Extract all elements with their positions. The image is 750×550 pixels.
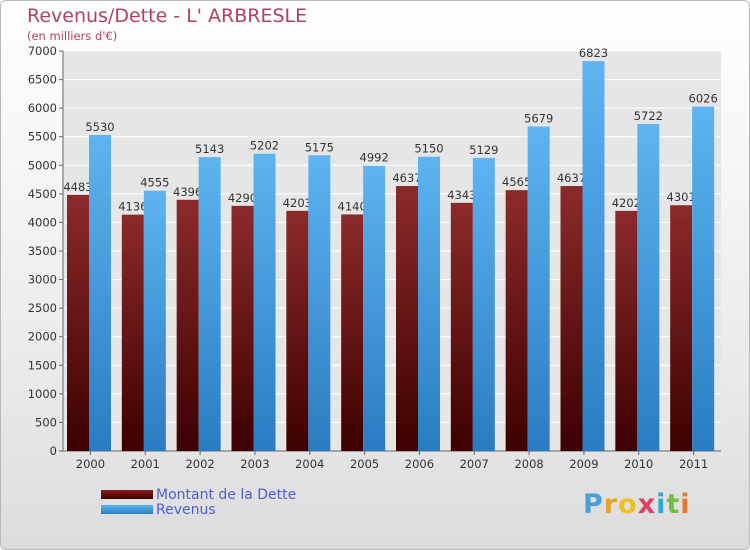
- legend: Montant de la Dette Revenus: [101, 486, 297, 518]
- data-label-revenus: 4992: [360, 151, 389, 165]
- bar-dette: [615, 210, 638, 451]
- bar-dette: [67, 194, 89, 452]
- bar-revenus: [637, 124, 660, 452]
- legend-label-dette: Montant de la Dette: [156, 486, 297, 503]
- x-tick-label: 2006: [405, 457, 434, 471]
- bar-revenus: [143, 190, 166, 451]
- bar-dette: [505, 190, 528, 451]
- chart-title: Revenus/Dette - L' ARBRESLE: [27, 5, 308, 27]
- data-label-dette: 4565: [502, 175, 531, 189]
- bar-revenus: [89, 135, 111, 451]
- logo-letter: i: [656, 489, 667, 520]
- y-tick-label: 6000: [28, 101, 57, 115]
- x-tick-label: 2010: [624, 457, 653, 471]
- x-tick-label: 2007: [460, 457, 489, 471]
- x-tick-label: 2008: [514, 457, 543, 471]
- data-label-dette: 4202: [612, 196, 641, 210]
- data-label-revenus: 6823: [579, 46, 608, 60]
- bar-dette: [231, 205, 254, 451]
- data-label-dette: 4290: [228, 191, 257, 205]
- bar-dette: [560, 186, 583, 451]
- data-label-revenus: 5143: [195, 142, 224, 156]
- proxiti-logo: Proxiti: [583, 489, 691, 520]
- bar-dette: [286, 210, 309, 451]
- bar-dette: [341, 214, 364, 451]
- data-label-dette: 4301: [667, 190, 696, 204]
- legend-label-revenus: Revenus: [156, 501, 216, 518]
- data-label-dette: 4637: [557, 171, 586, 185]
- bar-revenus: [308, 155, 331, 452]
- x-tick-label: 2002: [185, 457, 214, 471]
- data-label-dette: 4136: [118, 200, 147, 214]
- logo-letter: r: [603, 489, 619, 520]
- logo-letter: P: [583, 489, 604, 520]
- bar-revenus: [418, 156, 440, 451]
- data-label-dette: 4140: [338, 199, 367, 213]
- data-label-revenus: 5129: [469, 143, 498, 157]
- y-tick-label: 4000: [28, 215, 57, 229]
- data-label-revenus: 5175: [305, 140, 334, 154]
- x-tick-label: 2003: [240, 457, 269, 471]
- bar-revenus: [363, 165, 386, 451]
- data-label-revenus: 5530: [85, 120, 114, 134]
- data-label-dette: 4343: [447, 188, 476, 202]
- y-tick-label: 7000: [28, 44, 57, 58]
- x-tick-label: 2005: [350, 457, 379, 471]
- bar-dette: [176, 199, 199, 451]
- y-tick-label: 500: [35, 415, 57, 429]
- x-tick-label: 2001: [131, 457, 160, 471]
- bar-dette: [450, 202, 473, 451]
- data-label-dette: 4396: [173, 185, 202, 199]
- y-tick-label: 5500: [28, 130, 57, 144]
- data-label-revenus: 5679: [524, 111, 553, 125]
- data-label-dette: 4483: [63, 180, 92, 194]
- bar-revenus: [472, 157, 495, 451]
- logo-letter: i: [680, 489, 691, 520]
- y-tick-label: 5000: [28, 158, 57, 172]
- chart-subtitle: (en milliers d'€): [27, 29, 118, 43]
- bar-dette: [121, 214, 144, 451]
- x-tick-label: 2009: [569, 457, 598, 471]
- bar-revenus: [253, 153, 276, 451]
- y-tick-label: 2500: [28, 301, 57, 315]
- bar-revenus: [198, 157, 221, 451]
- data-label-dette: 4203: [283, 196, 312, 210]
- bar-revenus: [582, 61, 605, 451]
- data-label-revenus: 6026: [689, 92, 718, 106]
- logo-letter: t: [666, 489, 681, 520]
- x-tick-label: 2000: [76, 457, 105, 471]
- data-label-revenus: 5722: [634, 109, 663, 123]
- data-label-revenus: 4555: [140, 176, 169, 190]
- bar-revenus: [692, 106, 715, 452]
- bar-dette: [670, 205, 693, 451]
- y-tick-label: 3500: [28, 244, 57, 258]
- y-tick-label: 1000: [28, 387, 57, 401]
- bar-revenus: [527, 126, 550, 451]
- x-tick-label: 2011: [679, 457, 708, 471]
- bar-dette: [396, 186, 418, 451]
- data-label-revenus: 5202: [250, 139, 279, 153]
- y-tick-label: 3000: [28, 273, 57, 287]
- y-tick-label: 6500: [28, 73, 57, 87]
- y-tick-label: 0: [50, 444, 57, 458]
- y-tick-label: 2000: [28, 330, 57, 344]
- data-label-revenus: 5150: [414, 142, 443, 156]
- y-tick-label: 4500: [28, 187, 57, 201]
- legend-item-dette: Montant de la Dette: [101, 486, 297, 503]
- data-label-dette: 4637: [392, 171, 421, 185]
- legend-swatch-revenus: [101, 505, 153, 514]
- x-tick-label: 2004: [295, 457, 324, 471]
- logo-letter: o: [618, 489, 638, 520]
- logo-letter: x: [637, 489, 657, 520]
- legend-swatch-dette: [101, 490, 153, 499]
- y-tick-label: 1500: [28, 358, 57, 372]
- legend-item-revenus: Revenus: [101, 501, 296, 518]
